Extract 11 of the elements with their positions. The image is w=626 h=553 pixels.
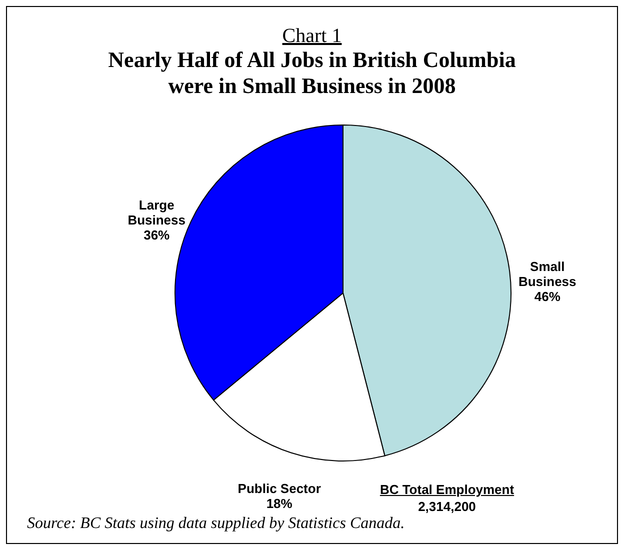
- slice-label: Large Business: [128, 197, 186, 228]
- slice-label: Public Sector: [238, 480, 321, 496]
- slice-label: Small Business: [518, 259, 576, 290]
- text: 2,314,200: [418, 499, 476, 514]
- data-label: 18%: [266, 496, 293, 511]
- data-label: 46%: [534, 289, 561, 304]
- chart-title: Nearly Half of All Jobs in British Columbia were in Small Business in 2008: [107, 47, 517, 99]
- chart-subtitle: Chart 1: [281, 25, 343, 48]
- source-note: Source: BC Stats using data supplied by Statistics Canada.: [27, 515, 405, 533]
- text: BC Total Employment: [380, 482, 514, 497]
- data-label: 36%: [144, 227, 170, 242]
